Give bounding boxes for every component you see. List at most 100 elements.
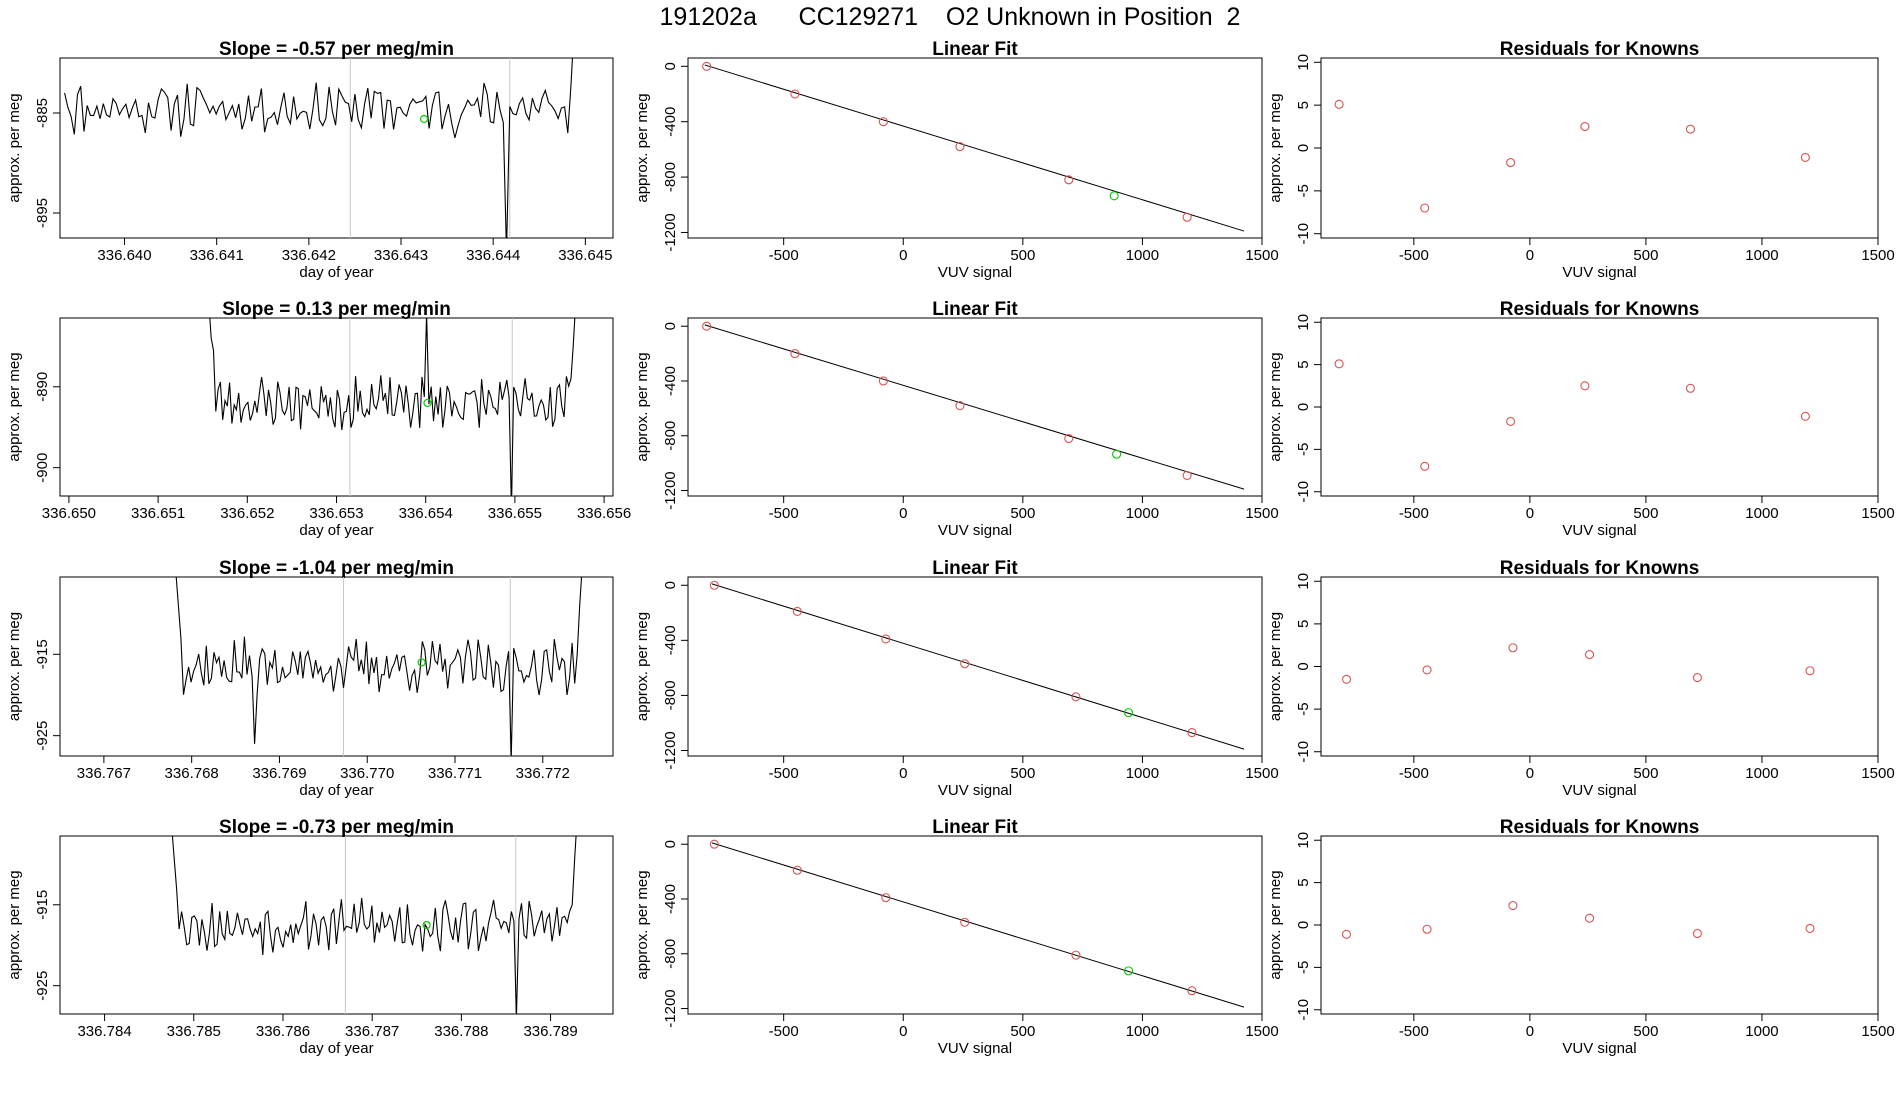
y-tick-label: -10 [1295,223,1312,245]
residual-point [1508,643,1518,653]
plot-box [59,576,614,757]
x-tick-label: 0 [1526,1023,1534,1040]
y-tick-label: 5 [1295,878,1312,886]
x-tick-label: 500 [1633,765,1658,782]
x-tick-label: 336.656 [577,505,631,522]
y-tick-label: 5 [1295,620,1312,628]
residual-point [1422,665,1432,675]
chart-title: Residuals for Knowns [1500,39,1700,60]
residuals-panel-row2: Residuals for Knowns -500 0 500 1000 1500 VUV … [1267,299,1895,539]
x-axis-label: day of year [299,1040,373,1057]
chart-title: Residuals for Knowns [1500,558,1700,579]
x-tick-label: 1000 [1126,765,1159,782]
y-tick-label: -925 [34,721,51,751]
x-axis-label: day of year [299,522,373,539]
x-tick-label: 0 [899,765,907,782]
known-point [1064,433,1074,444]
plot-box [59,835,614,1015]
y-tick-label: -1200 [662,731,679,769]
time-series-panel-row2: Slope = 0.13 per meg/min 336.650 336.651 33… [6,299,631,539]
x-tick-label: 336.652 [220,505,274,522]
residuals-panel-row4: Residuals for Knowns -500 0 500 1000 1500 VUV … [1267,817,1895,1057]
x-tick-label: -500 [769,247,799,264]
x-tick-label: -500 [1399,505,1429,522]
y-tick-label: -800 [662,680,679,710]
x-tick-label: 1500 [1245,765,1278,782]
y-tick-label: -5 [1295,184,1312,197]
x-tick-label: 336.785 [167,1023,221,1040]
x-tick-label: 500 [1010,505,1035,522]
figure-title: 191202a CC129271 O2 Unknown in Position … [659,3,1241,31]
x-tick-label: 336.767 [77,765,131,782]
x-axis-label: VUV signal [1562,522,1636,539]
residual-point [1800,152,1810,162]
data-layer [709,580,1245,750]
x-axis-label: VUV signal [938,522,1012,539]
x-tick-label: 1000 [1745,1023,1778,1040]
y-tick-label: 5 [1295,101,1312,109]
data-layer [175,577,583,756]
data-layer [1341,900,1815,939]
chart-title: Slope = -1.04 per meg/min [219,558,454,579]
residual-point [1580,122,1590,132]
chart-title: Residuals for Knowns [1500,299,1700,320]
y-tick-label: -925 [34,971,51,1001]
plot-box [1320,835,1879,1015]
chart-title: Slope = 0.13 per meg/min [222,299,451,320]
known-point [790,89,800,99]
unknown-point [423,398,432,408]
data-layer [64,58,573,238]
unknown-point [1112,449,1122,459]
residual-point [1580,381,1590,391]
plot-box [1320,317,1879,497]
x-tick-label: 1500 [1861,1023,1894,1040]
fit-line [704,324,1245,490]
residual-point [1584,650,1595,660]
x-tick-label: 1000 [1126,1023,1159,1040]
plot-box [687,835,1263,1015]
x-tick-label: -500 [769,765,799,782]
x-tick-label: 1500 [1861,505,1894,522]
y-tick-label: -5 [1295,702,1312,715]
y-axis-label: approx. per meg [6,93,23,202]
y-tick-label: -900 [34,453,51,483]
x-tick-label: 336.643 [374,247,428,264]
x-tick-label: 336.650 [42,505,96,522]
x-tick-label: 336.770 [340,765,394,782]
x-tick-label: 1000 [1745,247,1778,264]
known-point [881,634,891,644]
residual-point [1685,383,1696,393]
unknown-point [419,114,429,124]
y-tick-label: -800 [662,939,679,969]
residual-point [1420,461,1430,471]
data-layer [209,318,576,496]
x-tick-label: 336.768 [165,765,219,782]
x-tick-label: 0 [1526,765,1534,782]
y-tick-label: 10 [1295,573,1312,590]
x-tick-label: 336.642 [282,247,336,264]
chart-title: Residuals for Knowns [1500,817,1700,838]
residual-point [1341,929,1352,939]
data-layer [1334,359,1810,471]
plot-box [1320,57,1879,239]
x-axis-label: day of year [299,782,373,799]
known-point [790,349,800,359]
fit-line [704,64,1245,232]
y-tick-label: -400 [662,625,679,655]
y-tick-label: -400 [662,107,679,137]
residual-point [1420,203,1430,213]
x-tick-label: 336.769 [252,765,306,782]
residuals-panel-row3: Residuals for Knowns -500 0 500 1000 1500 VUV … [1267,558,1895,799]
x-axis-label: VUV signal [1562,782,1636,799]
linear-fit-panel-row1: Linear Fit -500 0 500 1000 1500 VUV signal 0 -40… [634,39,1279,281]
x-tick-label: 0 [1526,247,1534,264]
y-tick-label: -915 [34,890,51,920]
y-axis-label: approx. per meg [6,352,23,461]
y-axis-label: approx. per meg [634,870,651,979]
time-series-panel-row4: Slope = -0.73 per meg/min 336.784 336.785 3… [6,817,614,1057]
unknown-point [1123,708,1134,718]
y-tick-label: -890 [34,372,51,402]
plot-box [1320,576,1879,757]
x-tick-label: 1500 [1245,247,1278,264]
fit-line [711,583,1245,750]
